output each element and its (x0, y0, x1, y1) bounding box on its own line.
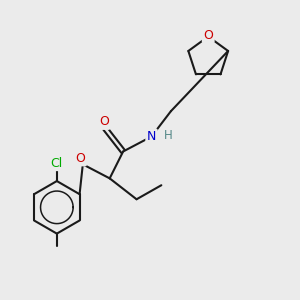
Text: O: O (99, 116, 109, 128)
Text: O: O (76, 152, 85, 165)
Text: Cl: Cl (51, 157, 63, 169)
Text: H: H (164, 129, 172, 142)
Text: N: N (147, 130, 156, 143)
Text: O: O (203, 28, 213, 41)
